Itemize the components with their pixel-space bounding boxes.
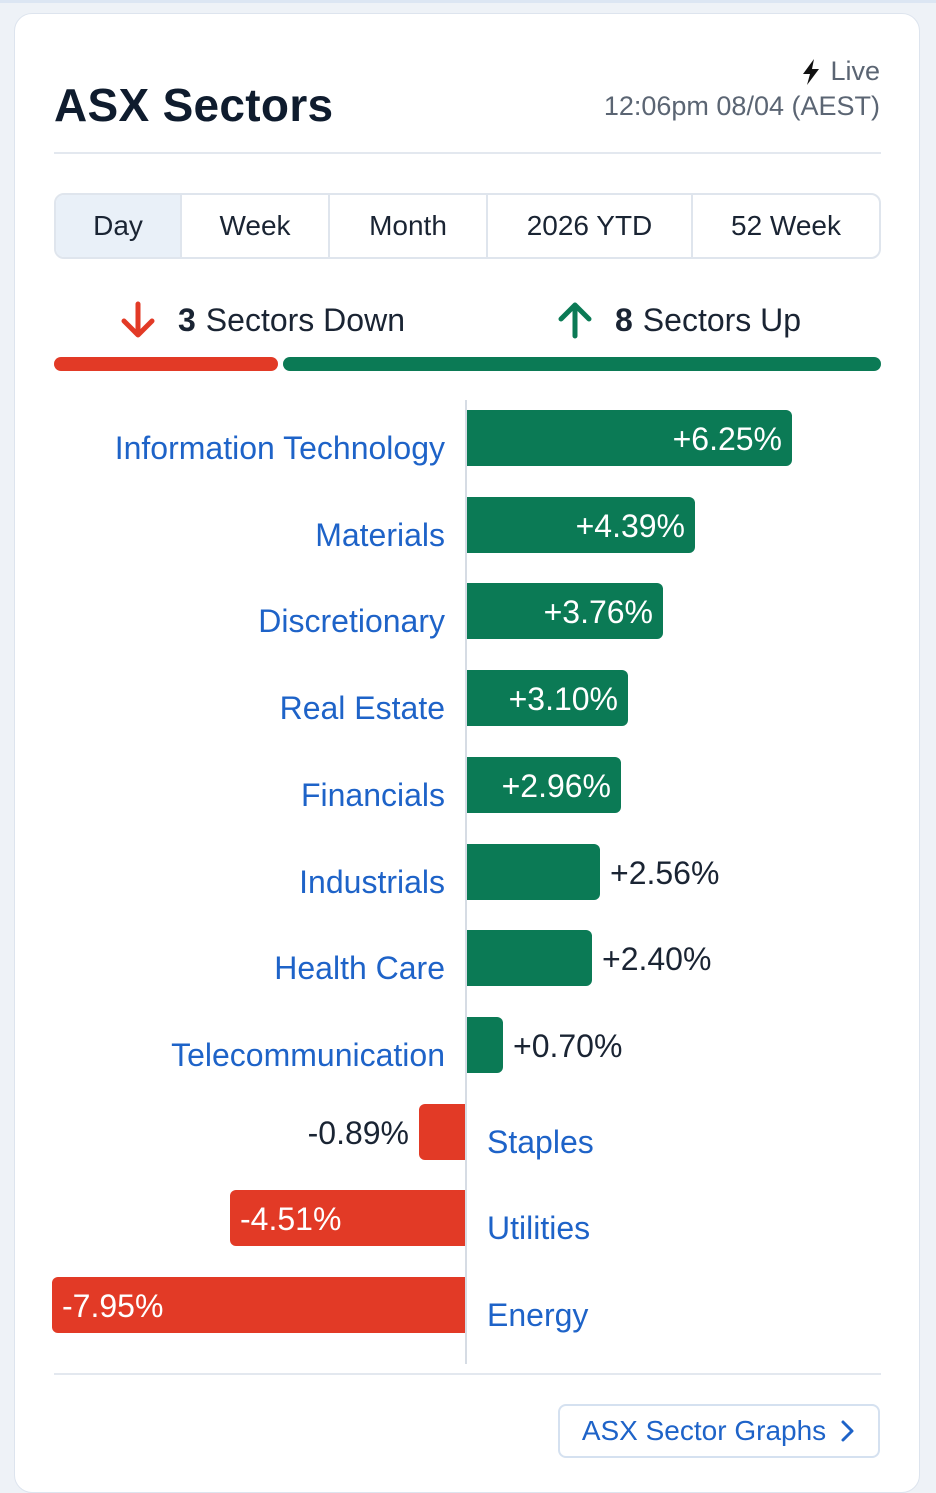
sectors-down-label: Sectors Down: [205, 301, 405, 338]
asx-sector-graphs-button[interactable]: ASX Sector Graphs: [558, 1404, 880, 1458]
sector-link-health-care[interactable]: Health Care: [274, 950, 445, 986]
value-label-discretionary: +3.76%: [543, 594, 653, 630]
top-divider: [0, 0, 936, 3]
value-label-staples: -0.89%: [307, 1115, 409, 1151]
sector-link-industrials[interactable]: Industrials: [299, 864, 445, 900]
tab-52-week[interactable]: 52 Week: [731, 210, 841, 241]
bar-real-estate[interactable]: [467, 670, 628, 726]
sector-link-utilities[interactable]: Utilities: [487, 1210, 591, 1246]
bar-financials[interactable]: [467, 757, 621, 813]
breadth-bar-up: [283, 357, 881, 371]
timestamp: 12:06pm 08/04 (AEST): [603, 91, 880, 121]
footer-divider: [54, 1373, 881, 1375]
value-label-energy: -7.95%: [62, 1288, 164, 1324]
value-label-real-estate: +3.10%: [508, 681, 618, 717]
tab-week[interactable]: Week: [182, 195, 330, 257]
lightning-icon: [803, 58, 820, 85]
live-indicator: Live: [800, 56, 880, 87]
sector-link-telecommunication[interactable]: Telecommunication: [171, 1037, 445, 1073]
sectors-down-summary: 3 Sectors Down: [118, 292, 405, 348]
value-label-health-care: +2.40%: [602, 941, 712, 977]
zero-axis: [465, 400, 467, 1364]
value-label-materials: +4.39%: [575, 508, 685, 544]
value-label-financials: +2.96%: [501, 768, 611, 804]
bar-information-technology[interactable]: [467, 410, 792, 466]
breadth-bar-down: [54, 357, 278, 371]
sectors-up-label: Sectors Up: [642, 301, 802, 338]
value-label-information-technology: +6.25%: [672, 421, 782, 457]
page-title: ASX Sectors: [54, 79, 334, 131]
sectors-up-summary: 8 Sectors Up: [555, 292, 801, 348]
tab-day[interactable]: Day: [56, 195, 182, 257]
bar-materials[interactable]: [467, 497, 695, 553]
bar-utilities[interactable]: [230, 1190, 465, 1246]
value-label-telecommunication: +0.70%: [513, 1028, 623, 1064]
header-divider: [54, 152, 881, 154]
sector-link-energy[interactable]: Energy: [487, 1297, 589, 1333]
bar-energy[interactable]: [52, 1277, 465, 1333]
asx-sectors-card: [14, 13, 920, 1493]
arrow-down-icon: [121, 301, 155, 338]
bar-health-care[interactable]: [467, 930, 592, 986]
tab-month[interactable]: Month: [330, 195, 488, 257]
asx-sector-graphs-label: ASX Sector Graphs: [581, 1415, 827, 1446]
sector-link-discretionary[interactable]: Discretionary: [258, 603, 445, 639]
bar-discretionary[interactable]: [467, 583, 663, 639]
tab-ytd[interactable]: 2026 YTD: [488, 195, 693, 257]
sector-link-materials[interactable]: Materials: [315, 517, 445, 553]
live-label: Live: [830, 56, 880, 86]
chevron-right-icon: [841, 1420, 854, 1442]
bar-industrials[interactable]: [467, 844, 600, 900]
period-tabs: Day Week Month 2026 YTD 52 Week: [54, 193, 881, 259]
sectors-up-count: 8: [615, 301, 633, 338]
sector-link-information-technology[interactable]: Information Technology: [114, 430, 445, 466]
value-label-industrials: +2.56%: [610, 855, 720, 891]
sector-link-staples[interactable]: Staples: [487, 1124, 594, 1160]
bar-staples[interactable]: [419, 1104, 465, 1160]
sector-link-financials[interactable]: Financials: [300, 777, 445, 813]
arrow-up-icon: [558, 302, 592, 339]
sectors-down-count: 3: [178, 301, 196, 338]
bar-telecommunication[interactable]: [467, 1017, 503, 1073]
value-label-utilities: -4.51%: [240, 1201, 342, 1237]
sector-link-real-estate[interactable]: Real Estate: [279, 690, 445, 726]
